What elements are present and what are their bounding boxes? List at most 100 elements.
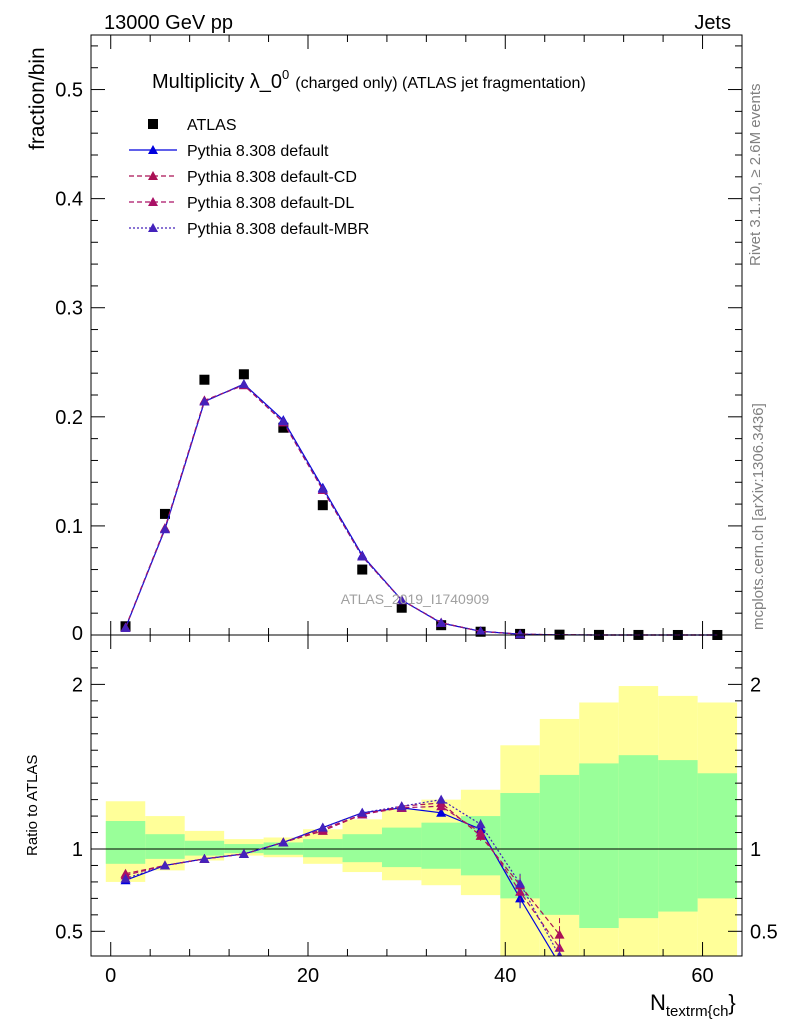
data-point-atlas-7 <box>396 602 407 613</box>
x-axis-title: Ntextrm{ch} <box>650 990 736 1020</box>
x-axis-title-sub: textrm{ch <box>666 1003 729 1020</box>
energy-label: 13000 GeV pp <box>104 12 233 34</box>
main-axes: 0.1 0.2 0.3 0.4 0.5 0 <box>55 35 743 645</box>
inner-band-15 <box>697 773 738 899</box>
marker-pythia-8-308-default-mbr-2 <box>199 396 210 406</box>
marker-pythia-8-308-default-mbr-5 <box>317 483 328 493</box>
ratio-marker-pythia-8-308-default-mbr-5 <box>317 822 328 832</box>
ratio-marker-pythia-8-308-default-dl-8 <box>436 801 447 811</box>
chart-title-rest: (charged only) (ATLAS jet fragmentation) <box>295 75 586 92</box>
marker-pythia-8-308-default-mbr-3 <box>238 379 249 389</box>
legend: ATLAS Pythia 8.308 default Pythia 8.308 de… <box>129 117 369 238</box>
inner-band-8 <box>421 822 461 869</box>
inner-band-12 <box>579 763 619 929</box>
main-y-axis-title: fraction/bin <box>26 47 49 150</box>
inner-band-2 <box>184 840 225 856</box>
ratio-marker-pythia-8-308-default-mbr-11 <box>556 951 563 956</box>
ratio-marks <box>120 794 565 956</box>
chart-title: Multiplicity λ_00 (charged only) (ATLAS j… <box>152 67 586 93</box>
main-ytick-label-0: 0.1 <box>55 516 83 538</box>
ratio-ytick-label-left-2: 2 <box>72 674 83 696</box>
inner-band-5 <box>303 839 343 858</box>
ratio-marker-pythia-8-308-default-mbr-8 <box>436 794 447 804</box>
ratio-xtick-label-0: 0 <box>105 965 116 987</box>
marker-pythia-8-308-default-mbr-8 <box>436 617 447 627</box>
ratio-y-axis-title: Ratio to ATLAS <box>24 755 41 856</box>
ratio-marker-pythia-8-308-default-mbr-7 <box>396 801 407 811</box>
ratio-ytick-label-right-0: 0.5 <box>750 921 778 943</box>
ratio-xtick-label-2: 40 <box>494 965 516 987</box>
legend-label-pythia-8-308-default: Pythia 8.308 default <box>187 143 329 160</box>
rivet-label: Rivet 3.1.10, ≥ 2.6M events <box>747 84 764 267</box>
data-point-atlas-5 <box>317 500 328 511</box>
legend-label-pythia-8-308-default-cd: Pythia 8.308 default-CD <box>187 169 357 186</box>
ratio-marker-pythia-8-308-default-dl-11 <box>554 942 565 952</box>
legend-marker-pythia-8-308-default-mbr <box>148 223 158 232</box>
legend-marker-atlas <box>148 119 158 129</box>
legend-marker-pythia-8-308-default-dl <box>148 197 158 206</box>
ratio-marker-pythia-8-308-default-dl-9 <box>475 827 486 837</box>
main-ytick-label-3: 0.4 <box>55 189 83 211</box>
analysis-watermark: ATLAS_2019_I1740909 <box>341 591 490 607</box>
data-point-atlas-1 <box>159 508 170 519</box>
legend-label-pythia-8-308-default-dl: Pythia 8.308 default-DL <box>187 195 354 212</box>
ratio-marker-pythia-8-308-default-mbr-10 <box>515 878 526 888</box>
ratio-ytick-label-left-0: 0.5 <box>55 921 83 943</box>
inner-band-11 <box>539 774 580 915</box>
marker-pythia-8-308-default-mbr-10 <box>515 629 526 639</box>
inner-band-14 <box>658 760 698 912</box>
main-ytick-label-1: 0.2 <box>55 407 83 429</box>
data-point-atlas-2 <box>199 374 210 385</box>
ratio-line-pythia-8-308-default-mbr <box>125 798 561 956</box>
ratio-marker-pythia-8-308-default-8 <box>436 807 447 817</box>
ratio-xtick-label-3: 60 <box>691 965 713 987</box>
marker-pythia-8-308-default-mbr-4 <box>278 416 289 426</box>
legend-label-pythia-8-308-default-mbr: Pythia 8.308 default-MBR <box>187 221 369 238</box>
main-ytick-label-2: 0.3 <box>55 298 83 320</box>
ratio-marker-pythia-8-308-default-10 <box>515 893 526 903</box>
ratio-marker-pythia-8-308-default-mbr-1 <box>159 860 170 870</box>
inner-band-1 <box>145 834 185 859</box>
ratio-plot-frame <box>90 634 743 957</box>
data-point-atlas-6 <box>357 564 368 575</box>
ratio-marker-pythia-8-308-default-mbr-0 <box>120 873 131 883</box>
legend-marker-pythia-8-308-default <box>148 145 158 154</box>
ratio-panel: 0.5 0.51 12 20 20 40 60 Ratio to ATLAS Ntextrm… <box>24 634 778 1020</box>
marker-pythia-8-308-default-mbr-0 <box>120 622 131 632</box>
ratio-marker-pythia-8-308-default-mbr-6 <box>357 807 368 817</box>
ratio-line-pythia-8-308-default-dl <box>125 805 561 949</box>
chart-title-main: Multiplicity λ_0 <box>152 71 282 93</box>
marker-pythia-8-308-default-mbr-1 <box>159 524 170 534</box>
ratio-axes: 0.5 0.51 12 20 20 40 60 <box>55 635 778 987</box>
inner-band-0 <box>105 821 146 864</box>
ratio-ytick-label-left-1: 1 <box>72 839 83 861</box>
ratio-bands <box>91 686 742 956</box>
x-axis-title-tail: } <box>728 990 735 1015</box>
main-ytick-label-zero: 0 <box>72 623 83 645</box>
inner-band-7 <box>381 827 422 868</box>
marker-pythia-8-308-default-mbr-7 <box>396 595 407 605</box>
marker-pythia-8-308-default-mbr-6 <box>357 551 368 561</box>
main-panel: 0.1 0.2 0.3 0.4 0.5 0 fraction/bin Multiplici… <box>26 34 743 645</box>
ratio-marker-pythia-8-308-default-mbr-2 <box>199 853 210 863</box>
ratio-xtick-label-1: 20 <box>297 965 319 987</box>
ratio-marker-pythia-8-308-default-mbr-9 <box>475 819 486 829</box>
inner-band-13 <box>618 755 659 919</box>
inner-band-6 <box>342 834 382 863</box>
ratio-ytick-label-right-2: 2 <box>750 674 761 696</box>
data-point-atlas-4 <box>278 422 289 433</box>
main-ytick-label-4: 0.5 <box>55 80 83 102</box>
ratio-marker-pythia-8-308-default-mbr-3 <box>238 848 249 858</box>
ratio-series-group <box>120 794 565 956</box>
marker-pythia-8-308-default-mbr-9 <box>475 626 486 636</box>
legend-label-atlas: ATLAS <box>187 117 237 134</box>
x-axis-title-main: N <box>650 990 666 1015</box>
data-point-atlas-3 <box>238 369 249 380</box>
process-label: Jets <box>694 12 731 34</box>
chart-title-sup: 0 <box>282 67 289 82</box>
mcplots-label: mcplots.cern.ch [arXiv:1306.3436] <box>750 403 767 630</box>
legend-marker-pythia-8-308-default-cd <box>148 171 158 180</box>
ratio-marker-pythia-8-308-default-mbr-4 <box>278 837 289 847</box>
ratio-ytick-label-right-1: 1 <box>750 839 761 861</box>
